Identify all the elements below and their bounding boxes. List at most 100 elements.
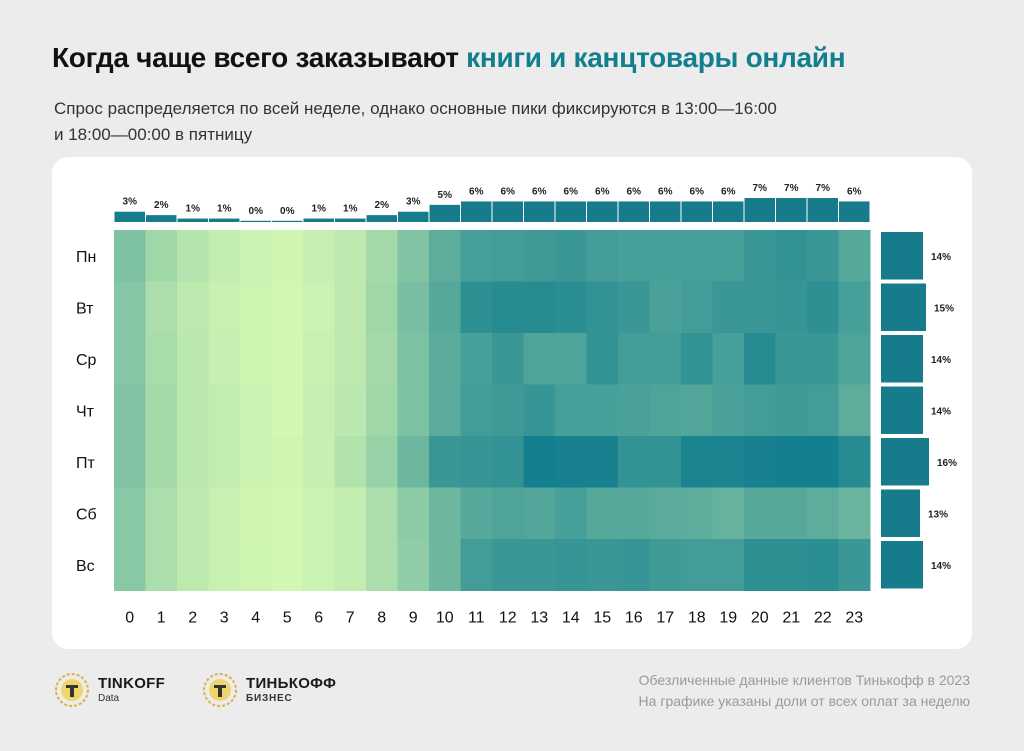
- heatmap-cell: [271, 333, 304, 385]
- heatmap-cell: [145, 539, 178, 591]
- heatmap-cell: [712, 436, 745, 488]
- heatmap-cell: [807, 384, 839, 437]
- heatmap-cell: [460, 281, 493, 334]
- hour-total-bar: [240, 220, 271, 222]
- heatmap-cell: [775, 384, 808, 437]
- heatmap-cell: [492, 539, 524, 591]
- hour-total-bar: [713, 201, 744, 222]
- heatmap-cell: [523, 487, 556, 540]
- hour-label: 6: [314, 610, 323, 627]
- hour-total-bar: [272, 220, 303, 222]
- hour-label: 11: [468, 610, 485, 627]
- heatmap-cell: [492, 487, 524, 540]
- hour-total-label: 7%: [753, 183, 768, 194]
- heatmap-cell: [334, 230, 367, 282]
- hour-label: 17: [656, 610, 674, 627]
- heatmap-cell: [523, 384, 556, 437]
- heatmap-cell: [586, 436, 619, 488]
- heatmap-cell: [334, 384, 367, 437]
- heatmap-cell: [775, 333, 808, 385]
- heatmap-cell: [649, 333, 682, 385]
- hour-label: 16: [625, 610, 643, 627]
- hour-total-label: 3%: [406, 197, 421, 208]
- heatmap-cell: [240, 230, 272, 282]
- heatmap-cell: [681, 333, 713, 385]
- hour-total-label: 6%: [721, 186, 736, 197]
- heatmap-cell: [114, 281, 146, 334]
- hour-total-label: 1%: [217, 204, 232, 215]
- hour-label: 20: [751, 610, 769, 627]
- heatmap-cell: [807, 436, 839, 488]
- day-totals-bars: 14% 15% 14% 14% 16% 13% 14%: [881, 232, 957, 589]
- hour-total-label: 1%: [312, 204, 327, 215]
- hour-label: 15: [593, 610, 611, 627]
- heatmap-cell: [397, 436, 430, 488]
- hour-total-label: 2%: [154, 200, 169, 211]
- hour-total-bar: [114, 211, 145, 222]
- heatmap-cell: [145, 487, 178, 540]
- hour-label: 18: [688, 610, 706, 627]
- heatmap-cell: [838, 487, 871, 540]
- hour-label: 12: [499, 610, 517, 627]
- heatmap-cell: [807, 487, 839, 540]
- hour-label: 10: [436, 610, 454, 627]
- heatmap-cell: [303, 539, 335, 591]
- heatmap-cell: [555, 539, 587, 591]
- hour-total-bar: [398, 211, 429, 222]
- hour-total-bar: [335, 218, 366, 222]
- heatmap-cell: [208, 436, 241, 488]
- heatmap-cell: [366, 333, 398, 385]
- heatmap-cell: [460, 487, 493, 540]
- heatmap-cell: [145, 281, 178, 334]
- hour-label: 4: [251, 610, 260, 627]
- heatmap-cell: [838, 384, 871, 437]
- heatmap-cell: [366, 539, 398, 591]
- heatmap-cell: [145, 230, 178, 282]
- heatmap-cell: [555, 436, 587, 488]
- heatmap-cell: [303, 487, 335, 540]
- hour-total-label: 6%: [847, 186, 862, 197]
- heatmap-cell: [618, 487, 650, 540]
- heatmap-cell: [555, 487, 587, 540]
- heatmap-cell: [712, 539, 745, 591]
- heatmap-cell: [555, 230, 587, 282]
- heatmap-cell: [177, 436, 209, 488]
- heatmap-cell: [334, 281, 367, 334]
- heatmap-cell: [397, 281, 430, 334]
- footnote: Обезличенные данные клиентов Тинькофф в …: [639, 670, 970, 712]
- hour-total-label: 3%: [123, 197, 138, 208]
- hour-totals-bars: 3% 2% 1% 1% 0% 0% 1% 1% 2% 3% 5% 6% 6% 6% 6% 6% 6% 6% 6% 6%…: [114, 183, 870, 222]
- heatmap-cell: [177, 230, 209, 282]
- subtitle: Спрос распределяется по всей неделе, одн…: [54, 96, 874, 148]
- hour-label: 5: [283, 610, 292, 627]
- heatmap-cell: [744, 333, 776, 385]
- heatmap-cell: [523, 539, 556, 591]
- heatmap-cell: [681, 539, 713, 591]
- heatmap-cell: [240, 436, 272, 488]
- hour-total-label: 6%: [532, 186, 547, 197]
- logo1-name: TINKOFF: [98, 674, 166, 692]
- hour-label: 2: [188, 610, 197, 627]
- heatmap-cell: [744, 539, 776, 591]
- hour-total-label: 1%: [186, 204, 201, 215]
- heatmap-cell: [397, 333, 430, 385]
- hour-label: 14: [562, 610, 580, 627]
- heatmap-cell: [807, 333, 839, 385]
- hour-total-label: 6%: [658, 186, 673, 197]
- heatmap-cell: [429, 230, 461, 282]
- page-title: Когда чаще всего заказывают книги и канц…: [52, 42, 846, 74]
- tinkoff-emblem-icon: [203, 673, 237, 707]
- heatmap-cell: [555, 384, 587, 437]
- hour-total-label: 6%: [627, 186, 642, 197]
- heatmap-cell: [271, 384, 304, 437]
- hour-labels: 0 1 2 3 4 5 6 7 8 9 10 11 12 13 14 15 16 17 18 19 20 21 22 23: [125, 610, 863, 627]
- day-label: Вс: [76, 558, 95, 575]
- heatmap-cell: [555, 333, 587, 385]
- heatmap-cell: [555, 281, 587, 334]
- heatmap-cell: [460, 436, 493, 488]
- hour-total-label: 6%: [595, 186, 610, 197]
- heatmap-cell: [586, 333, 619, 385]
- day-label: Вт: [76, 300, 94, 317]
- hour-label: 19: [719, 610, 737, 627]
- hour-total-label: 7%: [816, 183, 831, 194]
